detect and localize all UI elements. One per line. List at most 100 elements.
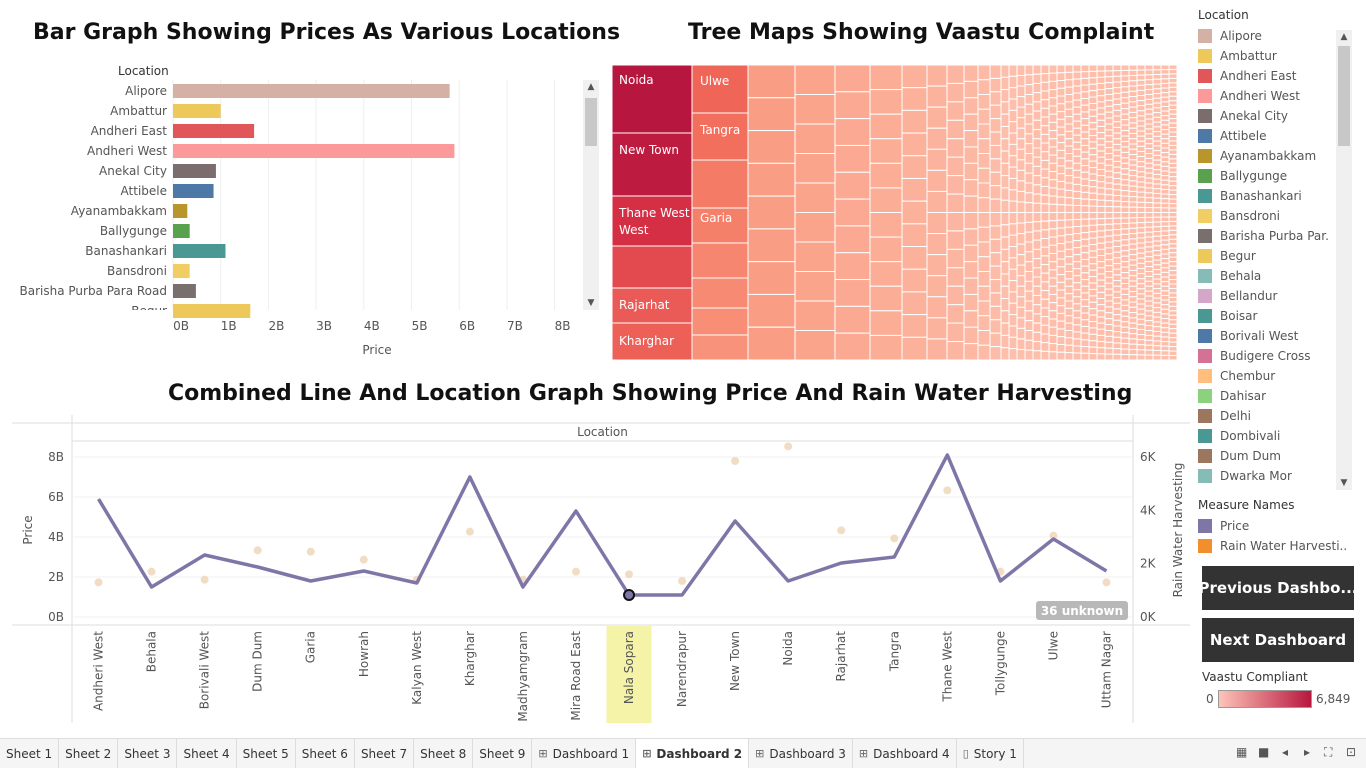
legend-location-item[interactable]: Ayanambakkam [1198, 146, 1330, 166]
treemap-tile [1096, 236, 1106, 244]
treemap-tile [1056, 227, 1066, 237]
tab-label: Sheet 4 [183, 746, 230, 761]
previous-dashboard-button[interactable]: Previous Dashbo... [1202, 566, 1354, 610]
scroll-down-icon[interactable]: ▼ [1340, 478, 1348, 488]
legend-scrollbar[interactable]: ▲ ▼ [1336, 30, 1352, 490]
tab-story-1[interactable]: ▯ Story 1 [957, 739, 1024, 768]
treemap-tile [1032, 267, 1042, 278]
legend-location-item[interactable]: Dombivali [1198, 426, 1330, 446]
legend-location-item[interactable]: Anekal City [1198, 106, 1330, 126]
legend-location-item[interactable]: Chembur [1198, 366, 1330, 386]
tab-sheet-6[interactable]: Sheet 6 [296, 739, 355, 768]
legend-location-item[interactable]: Delhi [1198, 406, 1330, 426]
treemap-tile [1080, 111, 1090, 120]
legend-location-item[interactable]: Budigere Cross [1198, 346, 1330, 366]
tab-sheet-5[interactable]: Sheet 5 [237, 739, 296, 768]
treemap-tile [1080, 279, 1090, 287]
tab-dashboard-4[interactable]: ⊞ Dashboard 4 [853, 739, 957, 768]
treemap-tile [963, 97, 979, 115]
tab-sheet-7[interactable]: Sheet 7 [355, 739, 415, 768]
tab-dashboard-2[interactable]: ⊞ Dashboard 2 [636, 739, 750, 768]
legend-location-item[interactable]: Bellandur [1198, 286, 1330, 306]
legend-location-item[interactable]: Borivali West [1198, 326, 1330, 346]
treemap-tile [1056, 142, 1066, 151]
treemap-tile [1136, 65, 1146, 71]
treemap-tile [1112, 177, 1122, 185]
treemap-tile [1152, 183, 1162, 190]
scroll-up-icon[interactable]: ▲ [587, 82, 595, 92]
scroll-thumb[interactable] [1338, 46, 1350, 146]
treemap-tile [1136, 125, 1146, 132]
legend-item-label: Anekal City [1220, 109, 1288, 123]
treemap-tile [1072, 282, 1082, 291]
tab-label: Sheet 9 [479, 746, 526, 761]
treemap-tile [1168, 207, 1177, 214]
treemap-tile [1144, 354, 1154, 360]
legend-location-item[interactable]: Behala [1198, 266, 1330, 286]
treemap-tile [1080, 205, 1090, 214]
treemap-tile [946, 304, 965, 324]
treemap-tile [1096, 101, 1106, 109]
treemap-tile [1056, 297, 1066, 307]
scroll-thumb[interactable] [585, 98, 597, 146]
treemap-tile [1168, 189, 1177, 196]
tab-dashboard-3[interactable]: ⊞ Dashboard 3 [749, 739, 853, 768]
legend-location-item[interactable]: Dahisar [1198, 386, 1330, 406]
scroll-up-icon[interactable]: ▲ [1340, 32, 1348, 42]
legend-location-item[interactable]: Bansdroni [1198, 206, 1330, 226]
legend-location-item[interactable]: Andheri West [1198, 86, 1330, 106]
treemap-tile [1048, 154, 1058, 164]
treemap-tile [1000, 125, 1010, 140]
treemap-tile [1104, 300, 1114, 308]
treemap-tile [1120, 140, 1130, 148]
treemap-tile [1152, 221, 1162, 228]
list-view-icon[interactable]: ■ [1258, 745, 1270, 759]
legend-location-item[interactable]: Ballygunge [1198, 166, 1330, 186]
legend-location-item[interactable]: Ambattur [1198, 46, 1330, 66]
treemap-tile [989, 292, 1002, 307]
treemap-tile [1168, 95, 1177, 102]
treemap-tile [1160, 262, 1170, 269]
treemap-tile [1160, 299, 1170, 306]
legend-location-item[interactable]: Alipore [1198, 26, 1330, 46]
next-sheet-icon[interactable]: ▸ [1304, 745, 1311, 759]
legend-location-item[interactable]: Boisar [1198, 306, 1330, 326]
legend-location-item[interactable]: Dum Dum [1198, 446, 1330, 466]
legend-measure-item[interactable]: Rain Water Harvesti.. [1198, 536, 1354, 556]
treemap-tile [1136, 252, 1146, 259]
legend-location-item[interactable]: Andheri East [1198, 66, 1330, 86]
legend-location-item[interactable]: Begur [1198, 246, 1330, 266]
tab-sheet-9[interactable]: Sheet 9 [473, 739, 533, 768]
treemap-tile [1024, 271, 1034, 282]
treemap-tile [1032, 193, 1042, 204]
legend-location-item[interactable]: Attibele [1198, 126, 1330, 146]
tab-sheet-1[interactable]: Sheet 1 [0, 739, 60, 768]
tab-sheet-4[interactable]: Sheet 4 [177, 739, 237, 768]
next-dashboard-button[interactable]: Next Dashboard [1202, 618, 1354, 662]
treemap-tile [946, 65, 965, 84]
bar-chart-scrollbar[interactable]: ▲ ▼ [583, 80, 599, 310]
scroll-down-icon[interactable]: ▼ [587, 298, 595, 308]
tab-dashboard-1[interactable]: ⊞ Dashboard 1 [532, 739, 637, 768]
legend-measure-item[interactable]: Price [1198, 516, 1354, 536]
prev-sheet-icon[interactable]: ◂ [1282, 745, 1289, 759]
tab-sheet-2[interactable]: Sheet 2 [59, 739, 119, 768]
present-icon[interactable]: ⊡ [1346, 745, 1357, 759]
treemap-tile [1056, 126, 1066, 136]
tab-sheet-3[interactable]: Sheet 3 [118, 739, 178, 768]
legend-location-item[interactable]: Banashankari [1198, 186, 1330, 206]
treemap-tile [1120, 201, 1130, 208]
grid-view-icon[interactable]: ▦ [1236, 745, 1248, 759]
treemap-tile [1152, 93, 1162, 99]
treemap-tile [1024, 113, 1034, 125]
tab-sheet-8[interactable]: Sheet 8 [414, 739, 474, 768]
treemap-tile [1144, 231, 1154, 238]
treemap-tile [1088, 314, 1098, 323]
treemap-tile [1128, 75, 1138, 82]
treemap-tile [1040, 133, 1050, 144]
fullscreen-icon[interactable]: ⛶ [1324, 745, 1333, 759]
legend-location-item[interactable]: Barisha Purba Par.. [1198, 226, 1330, 246]
line-y2-tick: 6K [1140, 450, 1157, 464]
treemap-tile [1096, 279, 1106, 287]
legend-location-item[interactable]: Dwarka Mor [1198, 466, 1330, 486]
